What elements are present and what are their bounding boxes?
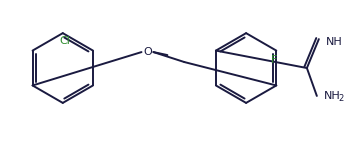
Text: NH: NH — [326, 37, 343, 47]
Text: Cl: Cl — [59, 36, 70, 46]
Text: NH: NH — [324, 91, 340, 101]
Text: O: O — [143, 47, 152, 57]
Text: F: F — [271, 55, 277, 64]
Text: 2: 2 — [339, 94, 344, 103]
